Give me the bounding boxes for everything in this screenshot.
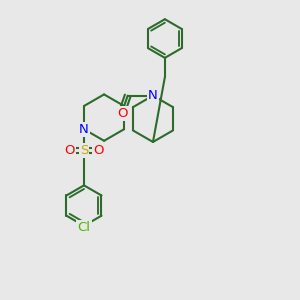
- Text: N: N: [79, 123, 89, 136]
- Text: O: O: [93, 144, 104, 157]
- Text: S: S: [80, 144, 88, 157]
- Text: Cl: Cl: [77, 221, 91, 234]
- Text: N: N: [148, 89, 158, 102]
- Text: O: O: [64, 144, 75, 157]
- Text: O: O: [117, 107, 128, 120]
